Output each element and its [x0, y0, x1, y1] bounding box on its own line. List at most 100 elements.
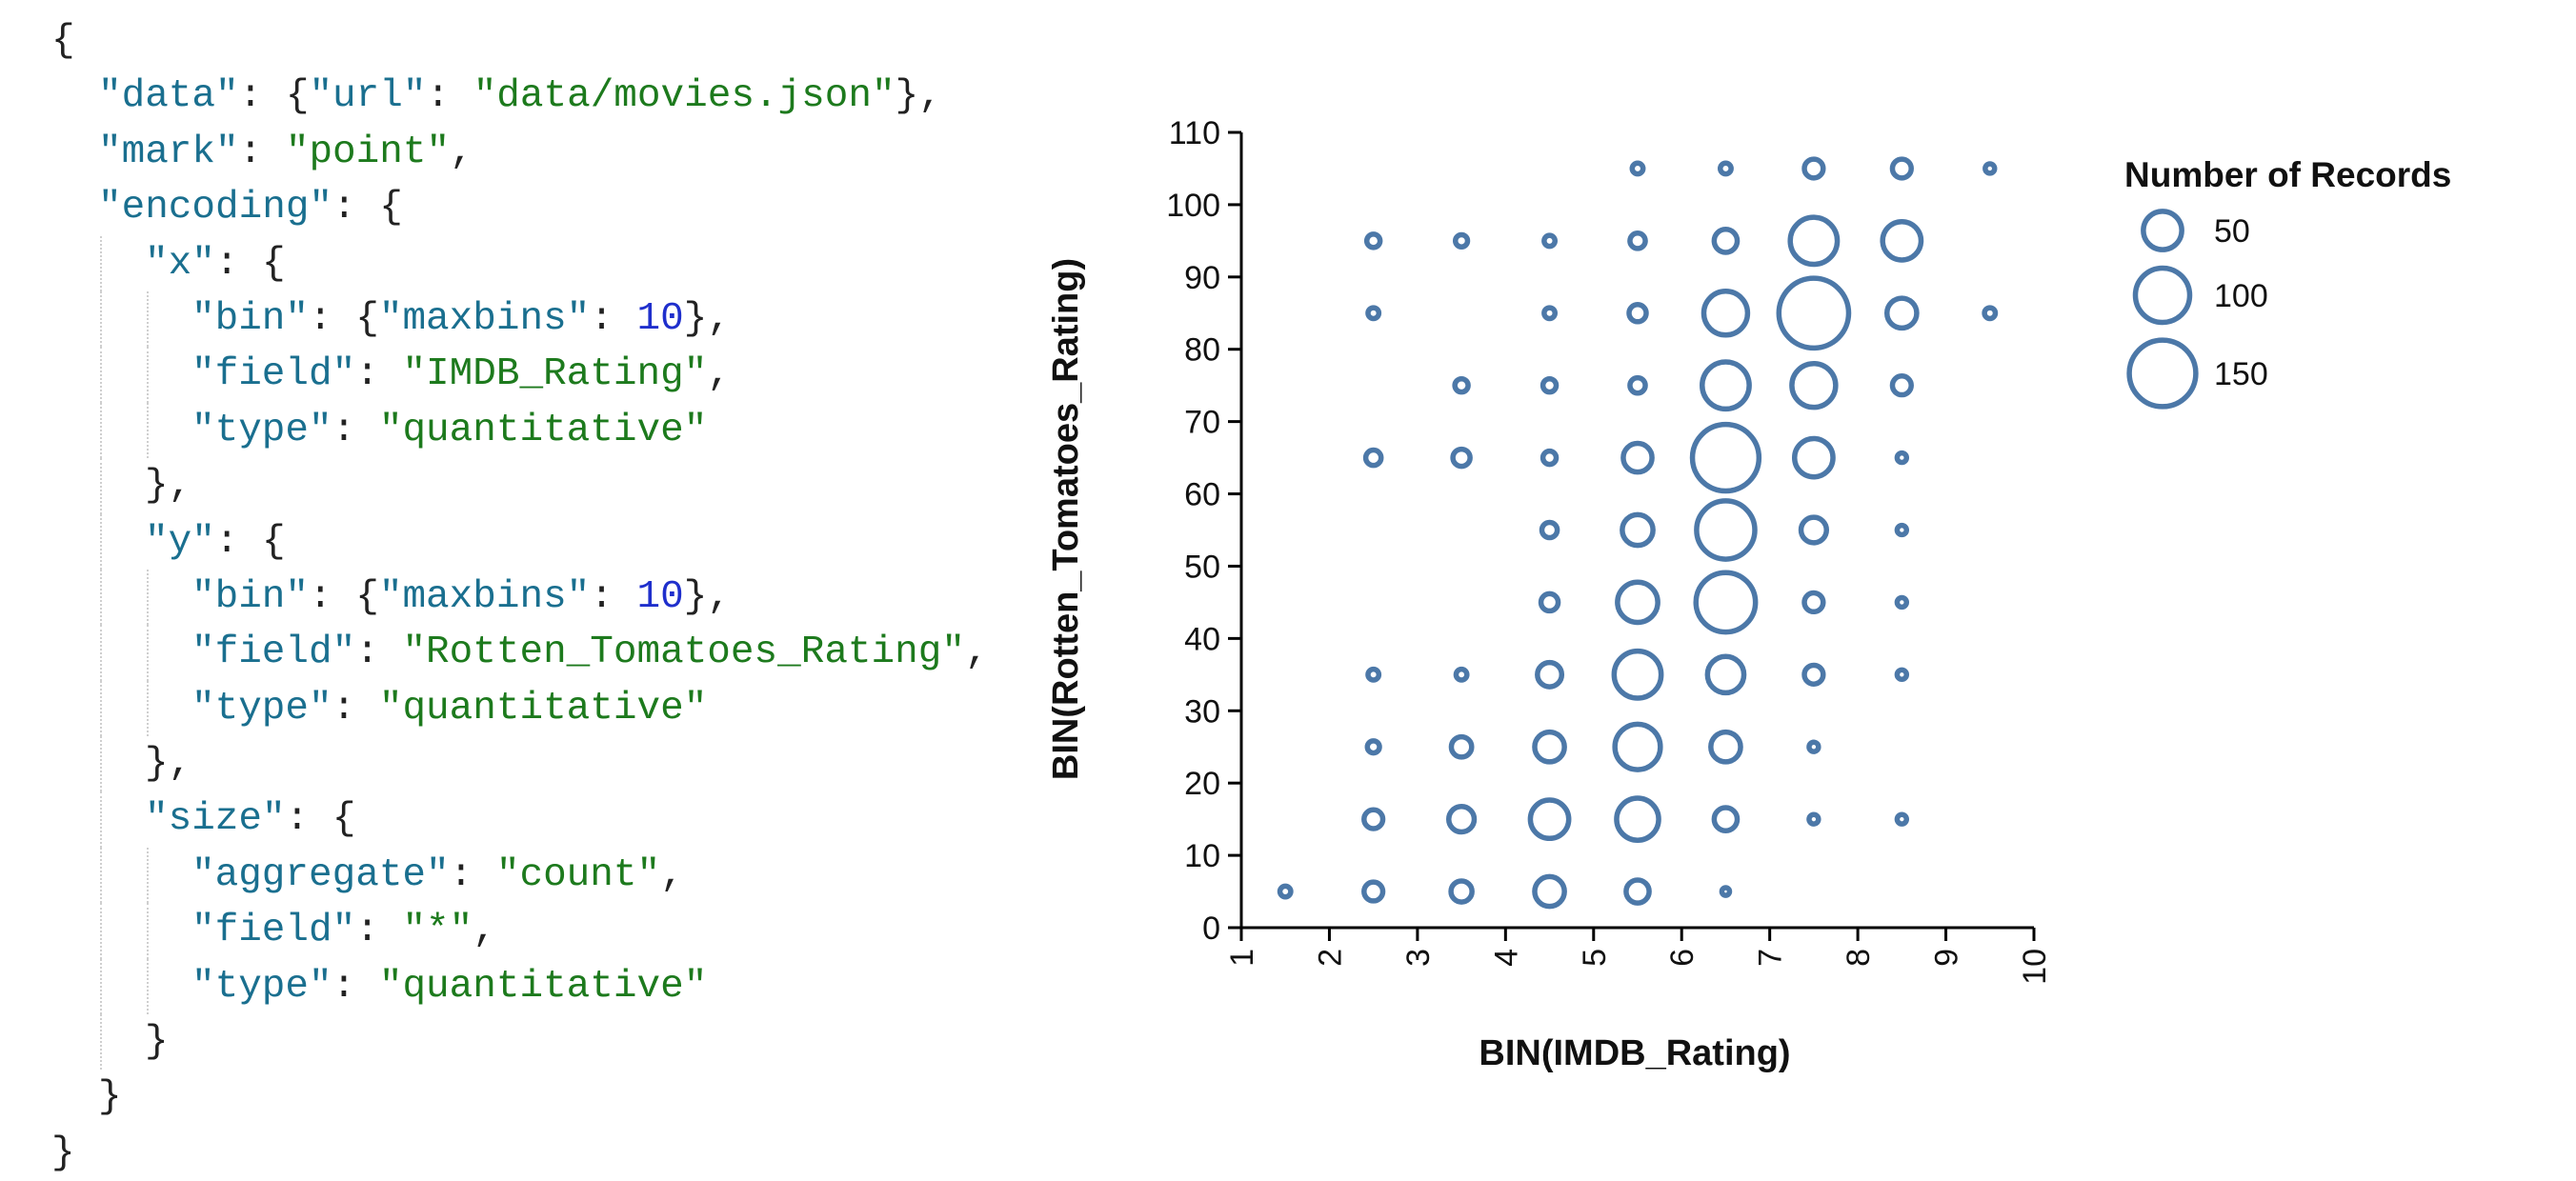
- code-token: :: [332, 408, 379, 452]
- bubble-point: [1704, 653, 1747, 696]
- y-tick-label: 60: [1184, 477, 1220, 513]
- code-token: :: [332, 964, 379, 1009]
- bubble-point: [1982, 161, 1998, 176]
- bubble-point: [1894, 522, 1910, 538]
- bubble-point: [1364, 738, 1382, 756]
- bubble-point: [1620, 440, 1655, 475]
- y-tick-label: 90: [1184, 260, 1220, 296]
- bubble-chart: 0 10 20 30 40 50 60 70 80 90 100 110 1 2 3 4 5 6 7 8 9 10 BI…: [1052, 115, 2451, 1073]
- code-line-content: "size": {: [145, 791, 355, 847]
- bubble-point: [1627, 230, 1648, 251]
- y-tick-label: 50: [1184, 549, 1220, 585]
- code-token: "data/movies.json": [473, 74, 896, 119]
- bubble-point: [1623, 877, 1652, 906]
- code-line: "encoding": {: [51, 180, 1052, 235]
- bubble-point: [1277, 883, 1294, 900]
- bubble-point: [1541, 232, 1559, 250]
- code-token: }: [145, 1020, 169, 1065]
- bubble-point: [1894, 667, 1910, 683]
- bubble-point: [1612, 721, 1663, 772]
- bubble-point: [1541, 305, 1559, 322]
- code-line: }: [51, 1014, 1052, 1071]
- bubble-point: [1452, 375, 1471, 395]
- bubble-point: [1539, 519, 1560, 541]
- indent-guide: [100, 347, 102, 403]
- code-line-content: }: [98, 1070, 122, 1125]
- code-line-content: "type": "quantitative": [191, 403, 707, 458]
- bubble-point: [1789, 360, 1839, 410]
- code-token: },: [683, 296, 731, 341]
- code-token: },: [145, 464, 192, 509]
- code-token: "mark": [98, 130, 239, 174]
- spec-code-panel: {"data": {"url": "data/movies.json"}, "ma…: [51, 13, 1052, 1175]
- bubble-point: [1540, 448, 1560, 468]
- indent-guide: [100, 1014, 102, 1071]
- code-token: "point": [285, 130, 451, 174]
- x-axis-title: BIN(IMDB_Rating): [1479, 1033, 1790, 1073]
- bubble-point: [1532, 873, 1567, 910]
- bubble-point: [1361, 879, 1386, 904]
- bubble-point: [1448, 878, 1475, 905]
- code-token: "quantitative": [378, 408, 708, 452]
- code-line: "data": {"url": "data/movies.json"},: [51, 69, 1052, 124]
- chart-marks: [1277, 156, 1999, 910]
- code-token: : {: [238, 74, 310, 119]
- bubble-point: [1694, 498, 1758, 562]
- indent-guide: [147, 402, 149, 459]
- code-token: "type": [191, 408, 332, 452]
- indent-guide: [147, 958, 149, 1015]
- legend-symbol: [2126, 337, 2199, 410]
- bubble-point: [1615, 579, 1660, 626]
- bubble-point: [1361, 807, 1386, 831]
- code-token: :: [426, 74, 473, 119]
- code-token: : {: [309, 296, 379, 341]
- bubble-point: [1894, 450, 1910, 466]
- indent-guide: [100, 903, 102, 959]
- bubble-point: [1801, 156, 1826, 181]
- indent-guide: [147, 847, 149, 904]
- code-token: ,: [660, 852, 684, 897]
- x-tick-label: 5: [1577, 949, 1613, 967]
- code-token: },: [895, 74, 942, 119]
- code-line: }: [51, 1126, 1052, 1181]
- indent-guide: [147, 569, 149, 626]
- code-token: "field": [191, 909, 356, 953]
- indent-guide: [100, 513, 102, 570]
- bubble-point: [1532, 729, 1567, 765]
- code-line: "type": "quantitative": [51, 680, 1052, 737]
- x-tick-label: 1: [1224, 949, 1260, 967]
- y-tick-label: 30: [1184, 693, 1220, 730]
- bubble-point: [1538, 590, 1561, 614]
- bubble-point: [1798, 514, 1830, 546]
- bubble-point: [1719, 885, 1733, 898]
- code-token: ,: [964, 631, 989, 675]
- code-token: "field": [191, 631, 356, 675]
- code-line-content: },: [145, 458, 191, 513]
- code-token: "field": [191, 352, 356, 397]
- indent-guide: [100, 680, 102, 737]
- bubble-point: [1614, 795, 1661, 843]
- bubble-point: [1701, 289, 1751, 338]
- code-token: }: [98, 1075, 122, 1120]
- x-tick-label: 6: [1664, 949, 1701, 967]
- legend-label: 100: [2214, 278, 2268, 314]
- code-line-content: }: [145, 1014, 169, 1070]
- code-line: "type": "quantitative": [51, 402, 1052, 459]
- code-line: },: [51, 458, 1052, 514]
- code-line: }: [51, 1070, 1052, 1125]
- bubble-point: [1362, 447, 1384, 469]
- code-token: "quantitative": [378, 964, 708, 1009]
- bubble-point: [1626, 302, 1649, 325]
- indent-guide: [100, 958, 102, 1015]
- indent-guide: [100, 569, 102, 626]
- code-token: : {: [309, 574, 379, 619]
- code-token: "*": [402, 909, 473, 953]
- y-axis-title: BIN(Rotten_Tomatoes_Rating): [1052, 258, 1086, 780]
- indent-guide: [100, 290, 102, 348]
- bubble-point: [1700, 359, 1752, 412]
- bubble-point: [1776, 275, 1852, 351]
- code-line-content: "field": "*",: [191, 903, 496, 958]
- x-tick-label: 7: [1753, 949, 1789, 967]
- y-tick-label: 70: [1184, 405, 1220, 441]
- code-line: "type": "quantitative": [51, 958, 1052, 1015]
